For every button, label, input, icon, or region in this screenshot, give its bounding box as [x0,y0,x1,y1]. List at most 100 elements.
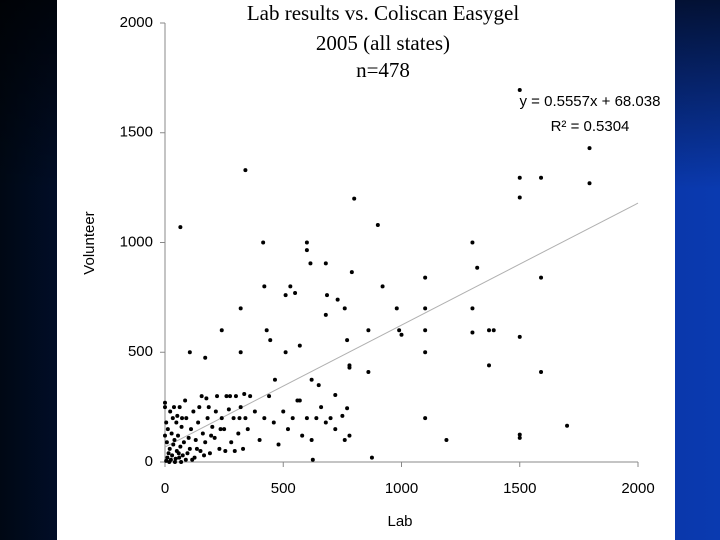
data-point [295,398,300,403]
data-point [164,420,169,425]
data-point [197,405,202,410]
data-point [169,431,174,436]
x-tick-label: 0 [161,480,169,497]
data-point [238,306,243,311]
data-point [181,440,186,445]
data-point [226,407,231,412]
data-point [285,427,290,432]
data-point [185,451,190,456]
y-tick-label: 2000 [120,14,153,31]
data-point [539,275,544,280]
data-point [210,424,215,429]
data-point [167,460,172,464]
data-point [224,394,229,399]
data-point [565,423,570,428]
data-point [314,416,319,421]
data-point [342,438,347,443]
data-point [176,433,181,438]
data-point [178,444,183,449]
data-point [257,438,262,443]
chart-subtitle: n=478 [356,58,410,82]
data-point [212,435,217,440]
data-point [241,446,246,451]
y-tick-label: 1500 [120,124,153,141]
y-axis-title: Volunteer [81,211,98,274]
data-point [517,87,522,92]
data-point [309,438,314,443]
data-point [268,338,273,343]
data-point [380,284,385,289]
chart-subtitle: 2005 (all states) [316,31,450,55]
data-point [204,396,209,401]
data-point [170,453,175,458]
chart-panel [57,0,675,540]
x-axis-title: Lab [387,513,412,530]
data-point [366,370,371,375]
data-point [189,427,194,432]
data-point [172,460,177,464]
data-point [222,427,227,432]
data-point [345,406,350,411]
data-point [187,446,192,451]
data-point [261,240,266,245]
data-point [347,433,352,438]
y-tick-label: 1000 [120,233,153,250]
data-point [183,457,188,462]
data-point [243,168,248,173]
data-point [304,248,309,253]
data-point [175,413,180,418]
data-point [179,460,184,464]
data-point [231,416,236,421]
data-point [283,350,288,355]
trend-r2: R² = 0.5304 [551,118,630,135]
data-point [215,394,220,399]
data-point [179,424,184,429]
data-point [276,442,281,447]
data-point [176,451,181,456]
data-point [180,416,185,421]
data-point [444,438,449,443]
data-point [264,328,269,333]
data-point [323,312,328,317]
data-point [163,405,167,410]
data-point [272,377,277,382]
data-point [193,438,198,443]
data-point [237,416,242,421]
data-point [233,394,238,399]
x-tick-label: 500 [271,480,296,497]
data-point [167,446,172,451]
data-point [470,240,475,245]
data-point [517,435,522,440]
data-point [352,196,357,201]
data-point [217,446,222,451]
data-point [587,146,592,151]
data-point [517,334,522,339]
data-point [470,306,475,311]
data-point [347,365,352,370]
data-point [205,416,210,421]
data-point [290,416,295,421]
data-point [228,394,233,399]
data-point [199,394,204,399]
data-point [423,306,428,311]
data-point [333,393,338,398]
data-point [236,431,241,436]
data-point [171,442,176,447]
data-point [517,175,522,180]
data-point [487,363,492,368]
data-point [165,455,170,460]
data-point [206,405,211,410]
data-point [539,175,544,180]
data-point [304,416,309,421]
data-point [281,409,286,414]
data-point [166,451,171,456]
data-point [223,449,228,454]
data-point [345,338,350,343]
data-point [423,328,428,333]
data-point [399,332,404,337]
data-point [316,383,321,388]
data-point [238,405,243,410]
data-point [293,290,298,295]
data-point [171,405,176,410]
x-tick-label: 1000 [385,480,418,497]
